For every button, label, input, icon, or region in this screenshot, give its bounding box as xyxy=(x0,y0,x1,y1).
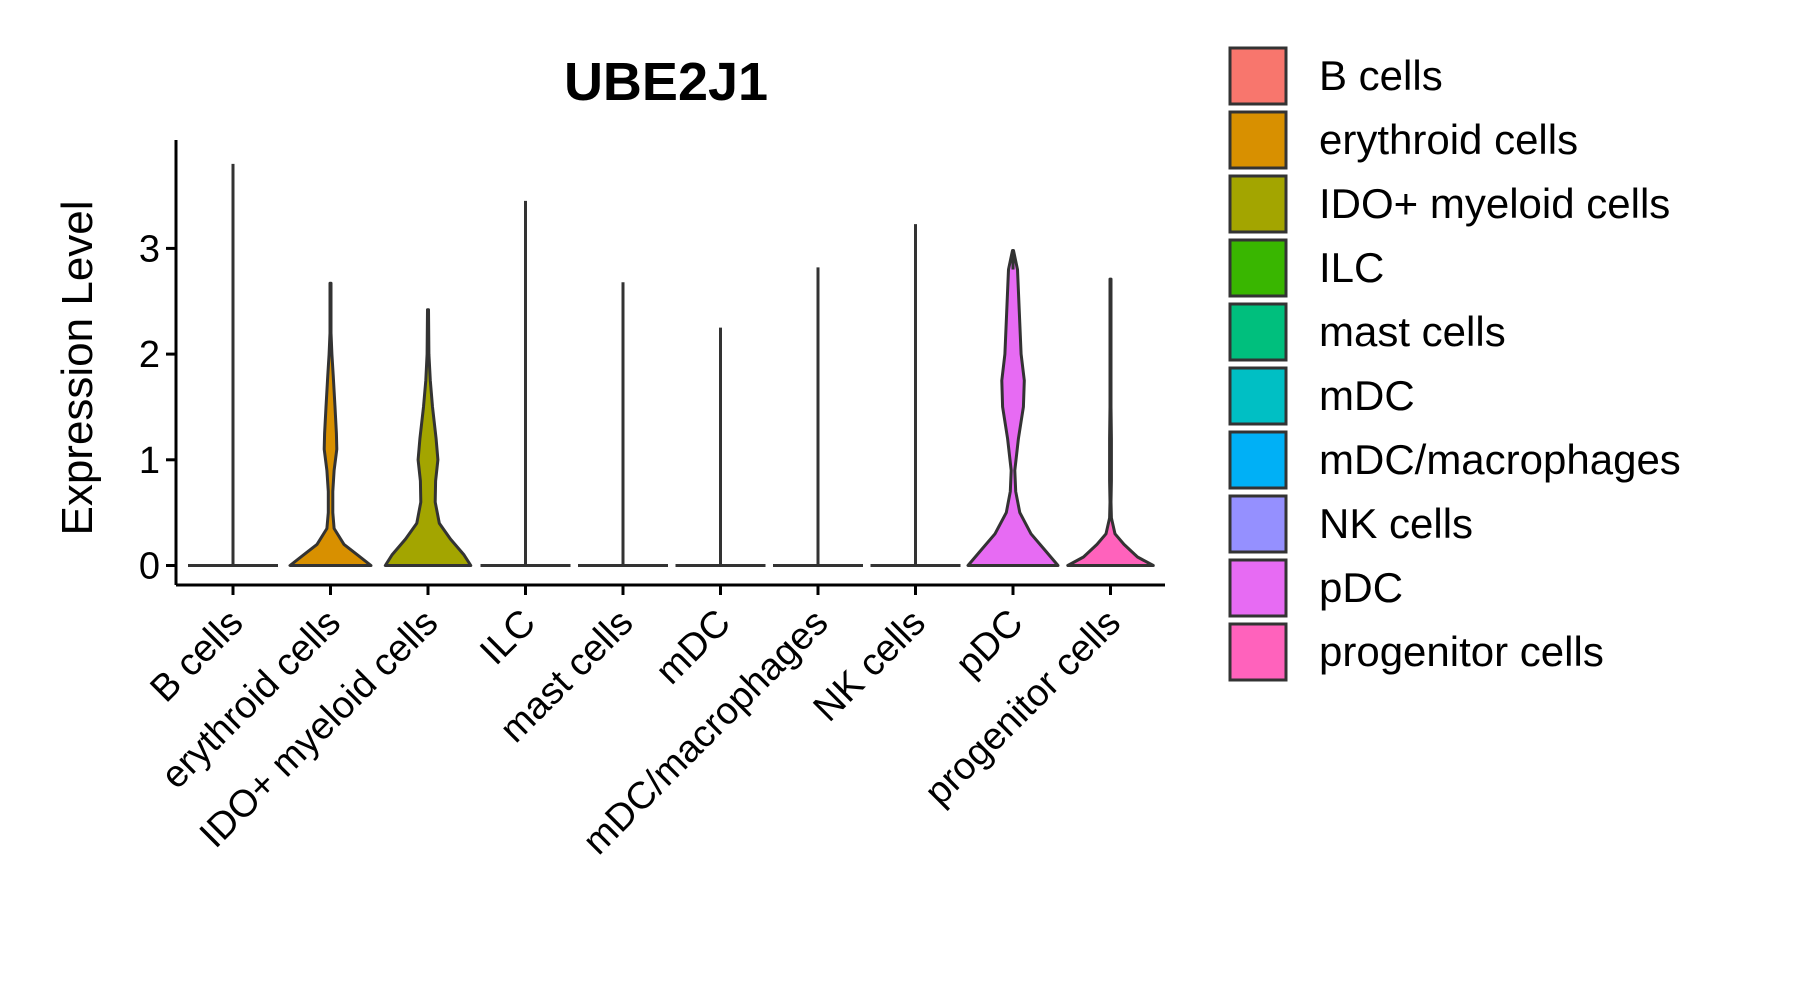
violin-4 xyxy=(578,282,668,567)
violin-3 xyxy=(480,200,571,567)
legend-label: mast cells xyxy=(1319,308,1506,355)
legend-swatch xyxy=(1228,494,1288,554)
legend-item: mDC xyxy=(1228,366,1415,426)
legend-swatch xyxy=(1228,110,1288,170)
violin-9 xyxy=(1066,277,1155,567)
legend-label: erythroid cells xyxy=(1319,116,1578,163)
legend-label: pDC xyxy=(1319,564,1403,611)
violin-1 xyxy=(288,281,373,567)
legend-label: ILC xyxy=(1319,244,1384,291)
violin-body xyxy=(383,308,473,567)
y-tick-label: 3 xyxy=(139,228,160,270)
x-tick-label: ILC xyxy=(472,602,544,674)
legend-swatch xyxy=(1228,174,1288,234)
violin-8 xyxy=(966,249,1060,567)
legend-item: ILC xyxy=(1228,238,1384,298)
violin-0 xyxy=(188,163,278,567)
y-ticks: 0 1 2 3 xyxy=(139,228,176,588)
violin-6 xyxy=(773,267,863,567)
legend-item: pDC xyxy=(1228,558,1403,618)
chart-title: UBE2J1 xyxy=(564,52,768,112)
legend-label: IDO+ myeloid cells xyxy=(1319,180,1670,227)
legend-swatch xyxy=(1228,238,1288,298)
legend-item: erythroid cells xyxy=(1228,110,1578,170)
legend-item: IDO+ myeloid cells xyxy=(1228,174,1670,234)
violin-5 xyxy=(675,327,766,567)
legend-item: mDC/macrophages xyxy=(1228,430,1681,490)
legend-label: B cells xyxy=(1319,52,1443,99)
legend-swatch xyxy=(1228,302,1288,362)
violin-body xyxy=(966,249,1060,567)
legend-swatch xyxy=(1228,622,1288,682)
legend-label: mDC xyxy=(1319,372,1415,419)
y-tick-label: 0 xyxy=(139,546,160,588)
legend-label: progenitor cells xyxy=(1319,628,1604,675)
legend: B cells erythroid cells IDO+ myeloid cells… xyxy=(1228,46,1681,682)
legend-swatch xyxy=(1228,558,1288,618)
legend-swatch xyxy=(1228,430,1288,490)
y-tick-label: 1 xyxy=(139,440,160,482)
legend-swatch xyxy=(1228,46,1288,106)
y-axis-label: Expression Level xyxy=(53,200,102,535)
legend-item: B cells xyxy=(1228,46,1443,106)
violin-7 xyxy=(870,224,961,567)
violins xyxy=(188,163,1155,567)
legend-item: NK cells xyxy=(1228,494,1473,554)
legend-item: mast cells xyxy=(1228,302,1506,362)
y-tick-label: 2 xyxy=(139,334,160,376)
violin-2 xyxy=(383,308,473,567)
legend-label: NK cells xyxy=(1319,500,1473,547)
x-tick-label: mDC xyxy=(648,602,739,693)
legend-item: progenitor cells xyxy=(1228,622,1604,682)
legend-swatch xyxy=(1228,366,1288,426)
x-tick-label: pDC xyxy=(948,602,1031,685)
legend-label: mDC/macrophages xyxy=(1319,436,1681,483)
